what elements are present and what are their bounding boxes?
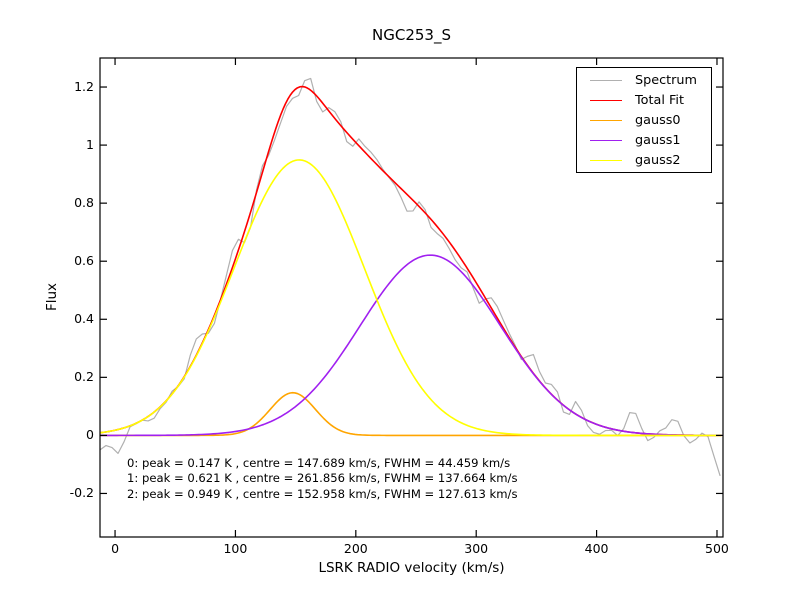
- y-tick-label: 0.6: [74, 253, 94, 269]
- fit-parameters-annotation: 0: peak = 0.147 K , centre = 147.689 km/…: [127, 456, 518, 502]
- gauss1-line: [100, 254, 722, 437]
- legend: Spectrum Total Fit gauss0 gauss1 gauss2: [576, 67, 712, 173]
- y-tick-label: 0.8: [74, 195, 94, 211]
- x-tick-label: 100: [223, 541, 248, 556]
- legend-swatch-gauss1: [590, 139, 622, 141]
- legend-item-gauss0: gauss0: [590, 110, 711, 130]
- x-tick-label: 500: [705, 541, 729, 556]
- plot-frame: [99, 57, 724, 538]
- legend-label-gauss2: gauss2: [635, 152, 681, 168]
- fit-parameter-line-2: 2: peak = 0.949 K , centre = 152.958 km/…: [127, 486, 518, 501]
- legend-item-gauss1: gauss1: [590, 130, 711, 150]
- plot-title: NGC253_S: [372, 26, 451, 44]
- x-tick-label: 300: [464, 541, 489, 556]
- legend-item-gauss2: gauss2: [590, 150, 711, 170]
- x-axis-label: LSRK RADIO velocity (km/s): [318, 560, 505, 576]
- gauss0-line: [100, 391, 722, 437]
- y-tick-label: 1: [86, 137, 94, 153]
- legend-swatch-total-fit: [590, 99, 622, 101]
- tick-marks: [100, 58, 723, 537]
- y-tick-label: -0.2: [69, 485, 94, 501]
- legend-label-total-fit: Total Fit: [635, 92, 684, 108]
- y-tick-label: 1.2: [74, 79, 94, 95]
- legend-item-total-fit: Total Fit: [590, 90, 711, 110]
- y-tick-label: 0.2: [74, 369, 94, 385]
- y-tick-label: 0.4: [74, 311, 94, 327]
- legend-swatch-spectrum: [590, 79, 622, 81]
- legend-label-spectrum: Spectrum: [635, 72, 698, 88]
- legend-item-spectrum: Spectrum: [590, 70, 711, 90]
- fit-parameter-line-1: 1: peak = 0.621 K , centre = 261.856 km/…: [127, 471, 518, 486]
- x-tick-label: 200: [343, 541, 368, 556]
- legend-swatch-gauss2: [590, 159, 622, 161]
- fit-parameter-line-0: 0: peak = 0.147 K , centre = 147.689 km/…: [127, 456, 511, 470]
- legend-label-gauss0: gauss0: [635, 112, 681, 128]
- x-tick-label: 0: [111, 541, 120, 556]
- y-tick-label: 0: [86, 427, 94, 443]
- x-tick-label: 400: [584, 541, 609, 556]
- gauss2-line: [100, 159, 722, 437]
- legend-swatch-gauss0: [590, 119, 622, 121]
- legend-label-gauss1: gauss1: [635, 132, 681, 148]
